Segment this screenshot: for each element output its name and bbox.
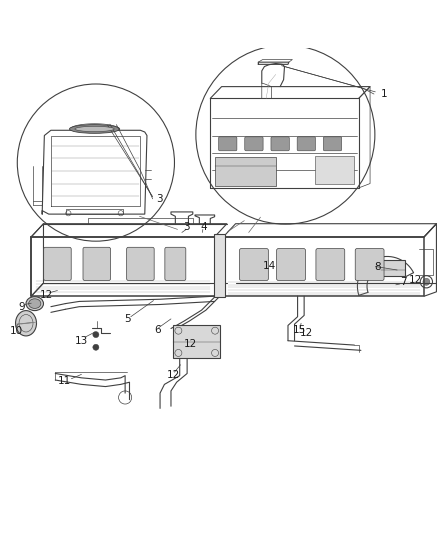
FancyBboxPatch shape (165, 247, 186, 280)
Text: 6: 6 (155, 325, 161, 335)
FancyBboxPatch shape (83, 247, 110, 280)
Text: 5: 5 (124, 314, 131, 324)
FancyBboxPatch shape (44, 247, 71, 280)
Text: 14: 14 (263, 261, 276, 271)
FancyBboxPatch shape (316, 248, 345, 280)
Ellipse shape (28, 299, 41, 309)
Text: 12: 12 (40, 290, 53, 300)
Text: 3: 3 (183, 222, 190, 232)
Ellipse shape (70, 125, 120, 133)
FancyBboxPatch shape (245, 137, 263, 151)
FancyBboxPatch shape (240, 248, 268, 280)
Text: 13: 13 (75, 336, 88, 346)
Ellipse shape (15, 311, 36, 336)
Ellipse shape (75, 126, 114, 132)
Text: 10: 10 (10, 326, 22, 336)
Text: 1: 1 (381, 89, 387, 99)
Circle shape (93, 332, 99, 338)
Bar (173, 326, 220, 358)
FancyBboxPatch shape (219, 137, 237, 151)
Text: 9: 9 (18, 302, 25, 312)
Text: 12: 12 (300, 328, 313, 338)
Text: 3: 3 (155, 194, 162, 204)
Text: 15: 15 (293, 325, 307, 335)
Text: 12: 12 (184, 339, 197, 349)
FancyBboxPatch shape (355, 248, 384, 280)
Text: 12: 12 (166, 370, 180, 380)
Text: 8: 8 (374, 262, 381, 271)
Bar (215, 157, 276, 185)
Text: 11: 11 (57, 376, 71, 386)
Bar (214, 234, 225, 297)
FancyBboxPatch shape (323, 137, 342, 151)
FancyBboxPatch shape (127, 247, 154, 280)
Ellipse shape (26, 297, 43, 311)
FancyBboxPatch shape (277, 248, 305, 280)
Text: 12: 12 (409, 274, 422, 285)
Circle shape (93, 344, 99, 350)
Bar (381, 260, 405, 276)
FancyBboxPatch shape (271, 137, 289, 151)
FancyBboxPatch shape (297, 137, 315, 151)
Text: 4: 4 (201, 222, 207, 232)
Circle shape (423, 278, 430, 285)
Text: 7: 7 (400, 277, 407, 287)
Bar (315, 156, 354, 184)
